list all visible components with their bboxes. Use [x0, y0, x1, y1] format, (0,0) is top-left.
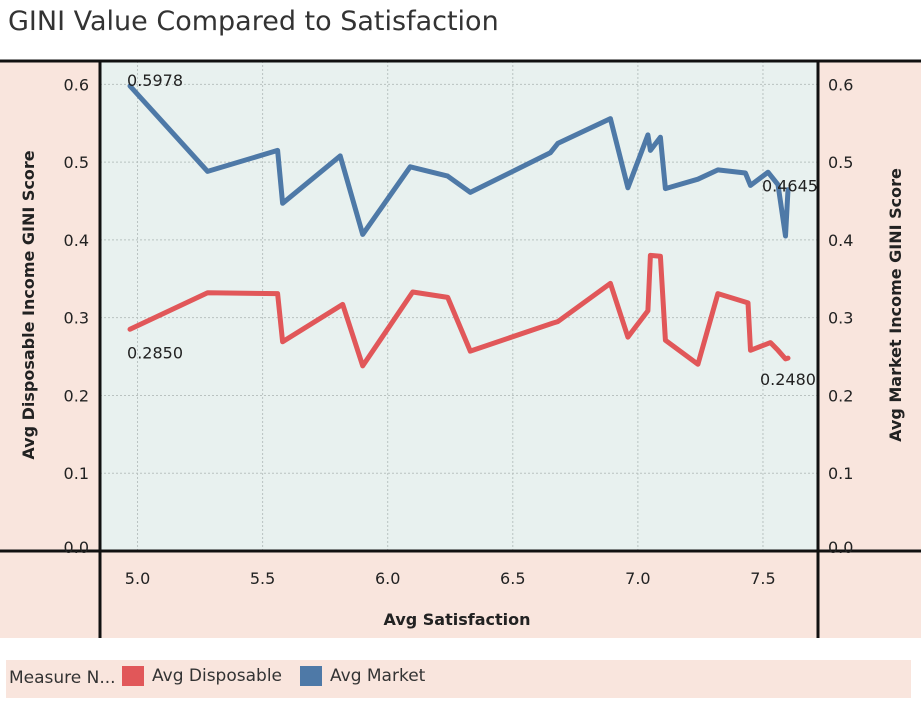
chart-title: GINI Value Compared to Satisfaction	[8, 6, 499, 37]
series-line-avg-disposable	[127, 252, 791, 369]
y-left-tick-label: 0.1	[64, 464, 89, 483]
legend: Measure N... Avg Disposable Avg Market	[6, 660, 911, 698]
y-axis-left-title: Avg Disposable Income GINI Score	[19, 150, 38, 459]
legend-item-avg-disposable[interactable]: Avg Disposable	[122, 666, 282, 686]
y-left-tick-label: 0.6	[64, 75, 89, 94]
data-label: 0.2480	[760, 370, 816, 389]
legend-swatch-market	[300, 666, 322, 686]
y-right-tick-label: 0.3	[828, 309, 853, 328]
y-left-tick-label: 0.5	[64, 153, 89, 172]
legend-label-disposable: Avg Disposable	[152, 666, 282, 686]
y-right-tick-label: 0.5	[828, 153, 853, 172]
x-tick-label: 6.0	[375, 569, 400, 588]
y-left-tick-label: 0.0	[64, 538, 89, 557]
x-tick-label: 7.5	[750, 569, 775, 588]
legend-swatch-disposable	[122, 666, 144, 686]
x-tick-label: 7.0	[625, 569, 650, 588]
x-tick-label: 5.5	[250, 569, 275, 588]
y-right-tick-label: 0.1	[828, 464, 853, 483]
plot-background	[100, 61, 818, 551]
x-tick-label: 5.0	[125, 569, 150, 588]
y-axis-right-title: Avg Market Income GINI Score	[886, 168, 905, 442]
data-label: 0.2850	[127, 343, 183, 362]
y-left-tick-label: 0.3	[64, 309, 89, 328]
gini-chart: 5.0 5.5 6.0 6.5 7.0 7.5 0.0 0.0 0.1 0.1 0.2 0.2 0.3 0…	[0, 59, 921, 638]
y-right-tick-label: 0.4	[828, 231, 853, 250]
x-axis-title: Avg Satisfaction	[384, 610, 531, 629]
y-left-tick-label: 0.2	[64, 386, 89, 405]
y-left-tick-label: 0.4	[64, 231, 89, 250]
y-right-tick-label: 0.0	[828, 538, 853, 557]
y-right-tick-label: 0.2	[828, 386, 853, 405]
legend-label-market: Avg Market	[330, 666, 426, 686]
legend-item-avg-market[interactable]: Avg Market	[300, 666, 425, 686]
series-line-avg-market	[127, 83, 791, 239]
data-label: 0.5978	[127, 71, 183, 90]
x-tick-label: 6.5	[500, 569, 525, 588]
data-label: 0.4645	[762, 177, 818, 196]
y-right-tick-label: 0.6	[828, 75, 853, 94]
legend-title: Measure N...	[9, 668, 116, 688]
